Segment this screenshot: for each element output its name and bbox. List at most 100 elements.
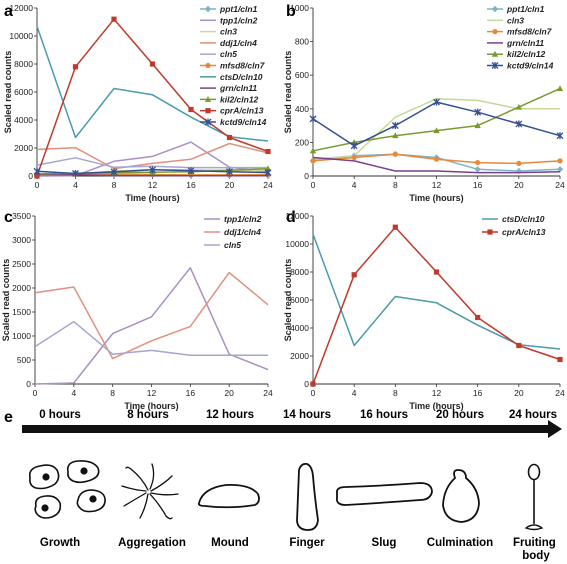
data-point-a-9-5	[226, 134, 233, 141]
y-tick-label-c: 3500	[12, 211, 31, 221]
data-point-a-10-0	[33, 167, 41, 175]
series-line-a-3	[36, 142, 269, 170]
chart-panel-d: 0 2000 4000 6000 8000 10000 12000 0 4 8 12 16 20 24 Ti…	[283, 211, 565, 411]
x-axis-label-b: Time (hours)	[409, 193, 463, 203]
y-tick-label-d: 12000	[285, 211, 309, 221]
y-tick-label-d: 0	[304, 379, 309, 389]
data-point-b-5-6	[556, 132, 564, 140]
x-tick-label-a: 16	[186, 180, 196, 190]
x-tick-label-d: 0	[311, 388, 316, 398]
y-tick-label-a: 4000	[14, 115, 33, 125]
legend-marker-b-4	[491, 50, 499, 57]
data-point-b-2-0	[310, 158, 316, 164]
x-tick-label-a: 20	[225, 180, 235, 190]
legend-marker-d-1	[487, 229, 493, 235]
y-tick-label-b: 400	[295, 104, 309, 114]
y-axis-label-b: Scaled read counts	[283, 51, 293, 134]
panel-label-e: e	[4, 409, 13, 426]
series-line-c-1	[34, 271, 269, 360]
data-point-a-10-3	[149, 166, 156, 174]
x-tick-label-b: 8	[393, 180, 398, 190]
legend-label-b-0: ppt1/cln1	[506, 4, 545, 14]
x-tick-label-a: 12	[148, 180, 158, 190]
data-point-b-4-3	[433, 127, 440, 134]
x-tick-label-b: 16	[473, 180, 483, 190]
stage-time-5: 20 hours	[436, 409, 484, 421]
data-point-b-0-4	[474, 166, 481, 173]
legend-label-a-8: kil2/cln12	[220, 94, 259, 104]
y-tick-label-d: 10000	[285, 239, 309, 249]
panel-label-c: c	[4, 209, 13, 226]
stage-time-4: 16 hours	[360, 409, 408, 421]
series-line-d-0	[312, 233, 561, 350]
data-point-b-5-3	[433, 98, 440, 106]
data-point-b-2-2	[392, 151, 398, 157]
chart-panel-c: 0 500 1000 1500 2000 2500 3000 3500 0 4 8 12 16 20 24 T…	[1, 211, 273, 411]
legend-label-a-3: ddj1/cln4	[220, 38, 257, 48]
data-point-a-9-1	[72, 64, 79, 70]
panel-label-d: d	[286, 209, 296, 226]
legend-label-c-2: cln5	[224, 240, 241, 250]
mound-icon	[197, 484, 260, 509]
data-point-b-4-5	[515, 103, 523, 110]
fruiting-body-icon	[524, 463, 544, 531]
legend-marker-a-9	[205, 108, 211, 114]
y-axis-label-d: Scaled read counts	[283, 259, 293, 342]
panel-label-b: b	[286, 3, 296, 20]
stage-name-5: Culmination	[427, 537, 493, 549]
x-tick-label-b: 20	[514, 180, 524, 190]
legend-label-a-5: mfsd8/cln7	[220, 61, 266, 71]
data-point-a-9-6	[265, 148, 271, 155]
data-point-a-8-6	[264, 165, 272, 172]
legend-label-c-1: ddj1/cln4	[224, 227, 261, 237]
y-tick-label-b: 600	[295, 70, 309, 80]
data-point-b-4-4	[474, 122, 481, 129]
y-tick-label-c: 500	[17, 355, 31, 365]
data-point-d-1-4	[475, 314, 481, 321]
y-tick-label-c: 0	[26, 379, 31, 389]
y-tick-label-d: 8000	[290, 267, 309, 277]
x-tick-label-d: 16	[473, 388, 483, 398]
legend-marker-b-5	[491, 62, 499, 69]
data-point-b-2-1	[351, 154, 357, 161]
stage-name-6-line-2: body	[522, 550, 550, 562]
y-tick-label-b: 200	[295, 137, 309, 147]
stage-time-2: 12 hours	[206, 409, 254, 421]
y-tick-label-c: 2000	[12, 283, 31, 293]
data-point-d-1-0	[310, 381, 316, 387]
legend-label-a-2: cln3	[220, 27, 237, 37]
data-point-b-5-1	[350, 142, 358, 150]
x-tick-label-d: 8	[393, 388, 398, 398]
y-tick-label-c: 2500	[12, 259, 31, 269]
y-tick-label-c: 1500	[12, 307, 31, 317]
legend-marker-a-8	[204, 96, 212, 102]
data-point-b-5-4	[474, 108, 482, 116]
legend-marker-a-10	[204, 118, 212, 126]
data-point-a-10-5	[226, 168, 233, 176]
x-tick-label-d: 4	[352, 388, 357, 398]
x-tick-label-c: 4	[71, 388, 76, 398]
legend-label-a-0: ppt1/cln1	[219, 4, 258, 14]
legend-label-a-9: cprA/cln13	[220, 106, 264, 116]
data-point-d-1-6	[557, 356, 563, 363]
timeline-arrow-shaft	[22, 425, 550, 433]
data-point-a-9-0	[34, 173, 40, 179]
x-tick-label-c: 20	[224, 388, 234, 398]
y-tick-label-d: 4000	[290, 323, 309, 333]
chart-panel-a: 0 2000 4000 6000 8000 10000 12000 0 4 8 12 16 20 24 Ti…	[3, 3, 273, 203]
data-point-b-5-5	[515, 120, 523, 128]
y-tick-label-c: 3000	[12, 235, 31, 245]
legend-label-c-0: tpp1/cln2	[224, 214, 262, 224]
y-tick-label-a: 6000	[14, 87, 33, 97]
data-point-a-10-4	[187, 167, 195, 175]
y-tick-label-d: 2000	[290, 351, 309, 361]
aggregation-streams-icon	[121, 463, 179, 520]
series-line-c-0	[34, 267, 269, 385]
series-line-d-1	[312, 226, 561, 385]
series-line-c-2	[34, 320, 268, 356]
series-line-b-4	[312, 87, 561, 152]
legend-marker-a-5	[205, 62, 211, 69]
x-axis-label-c: Time (hours)	[124, 401, 178, 411]
chart-panel-b: 0 200 400 600 800 1000 0 4 8 12 16 20 24 Time (hours)…	[283, 3, 565, 203]
